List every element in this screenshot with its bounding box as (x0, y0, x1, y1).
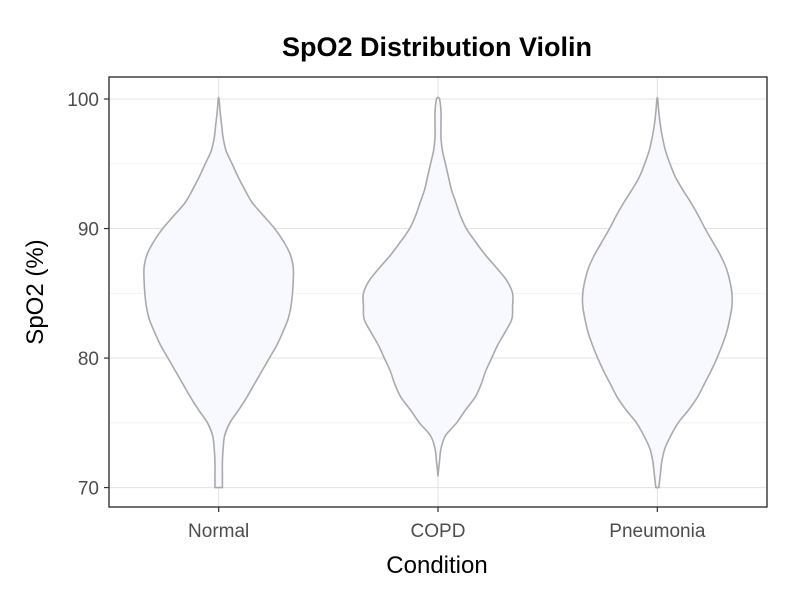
y-tick-label: 80 (78, 349, 99, 370)
x-tick-label: COPD (411, 521, 466, 542)
violin-normal (143, 96, 295, 489)
violin-copd (362, 96, 514, 477)
x-tick-label: Pneumonia (609, 521, 706, 542)
y-tick-label: 70 (78, 479, 99, 500)
y-tick-label: 90 (78, 220, 99, 241)
violin-pneumonia (581, 96, 733, 489)
violins (143, 96, 733, 489)
chart-title: SpO2 Distribution Violin (282, 32, 592, 62)
x-axis-title: Condition (386, 552, 487, 579)
x-tick-label: Normal (188, 521, 249, 542)
axes: 70 80 90 100 Normal COPD Pneumonia (67, 90, 706, 542)
y-axis-title: SpO2 (%) (22, 239, 49, 344)
y-tick-label: 100 (67, 90, 99, 111)
